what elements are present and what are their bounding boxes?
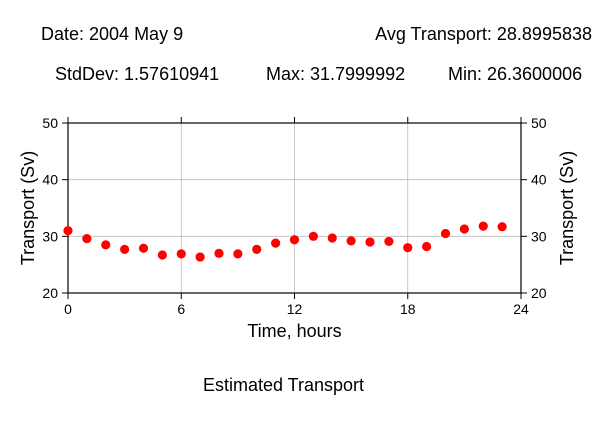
- data-point: [422, 241, 432, 252]
- y-axis-label-right: Transport (Sv): [557, 151, 577, 265]
- data-point: [138, 243, 149, 253]
- data-point: [233, 249, 243, 259]
- stddev-label: StdDev: 1.57610941: [55, 64, 220, 84]
- chart-caption: Estimated Transport: [202, 375, 365, 395]
- y-tick-label-right: 40: [531, 172, 547, 188]
- data-point: [497, 222, 507, 232]
- data-point: [101, 240, 111, 250]
- data-point: [440, 228, 451, 239]
- data-point: [214, 248, 224, 258]
- y-tick-label-left: 50: [42, 115, 58, 131]
- data-point: [327, 233, 337, 243]
- data-point: [384, 236, 394, 247]
- x-axis-label: Time, hours: [247, 321, 341, 341]
- data-point: [308, 231, 318, 241]
- min-label: Min: 26.3600006: [448, 64, 583, 84]
- data-point: [289, 235, 300, 245]
- data-point: [176, 249, 186, 259]
- data-point: [63, 226, 73, 236]
- y-tick-label-right: 30: [531, 228, 547, 244]
- data-point: [459, 224, 469, 234]
- axis-ticks: [62, 117, 527, 299]
- y-tick-label-left: 20: [42, 285, 58, 301]
- y-tick-label-right: 50: [531, 115, 547, 131]
- x-tick-label: 18: [400, 301, 416, 317]
- data-point: [271, 238, 281, 248]
- date-label: Date: 2004 May 9: [41, 24, 184, 44]
- data-point: [195, 252, 205, 262]
- y-axis-label-left: Transport (Sv): [18, 151, 38, 265]
- data-points: [63, 221, 507, 262]
- x-tick-label: 0: [64, 301, 72, 317]
- data-point: [157, 250, 167, 260]
- x-tick-label: 12: [287, 301, 303, 317]
- x-tick-label: 6: [177, 301, 185, 317]
- y-tick-label-left: 30: [42, 228, 58, 244]
- data-point: [120, 244, 130, 254]
- data-point: [478, 221, 488, 231]
- data-point: [403, 243, 413, 253]
- avg-transport-label: Avg Transport: 28.8995838: [375, 24, 592, 44]
- data-point: [346, 236, 356, 246]
- data-point: [82, 234, 92, 244]
- data-point: [365, 237, 375, 247]
- y-tick-label-left: 40: [42, 172, 58, 188]
- max-label: Max: 31.7999992: [266, 64, 406, 84]
- grid-lines: [68, 123, 521, 293]
- x-tick-label: 24: [513, 301, 529, 317]
- data-point: [252, 244, 262, 254]
- y-tick-label-right: 20: [531, 285, 547, 301]
